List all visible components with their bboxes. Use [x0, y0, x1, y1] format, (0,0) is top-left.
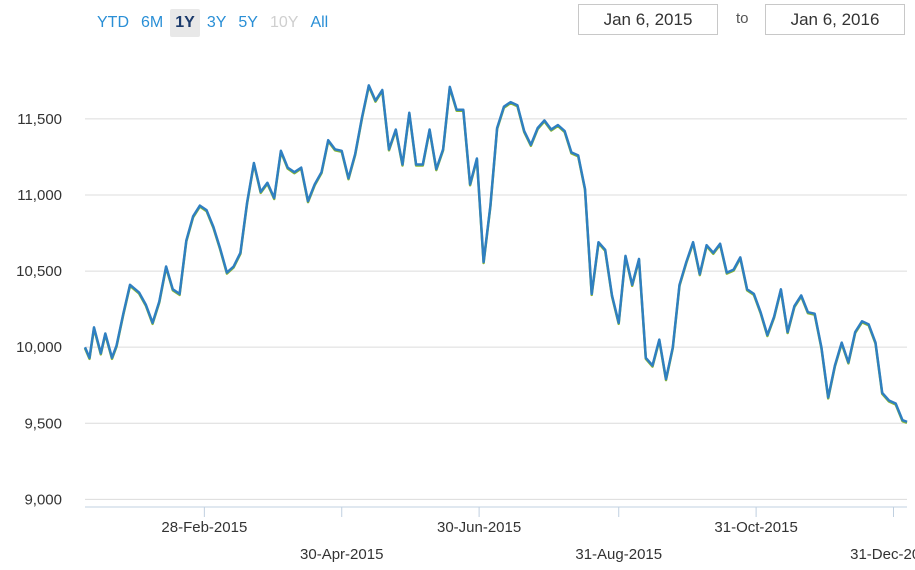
range-selector: YTD 6M 1Y 3Y 5Y 10Y All [92, 8, 335, 38]
y-tick-label: 9,000 [24, 491, 62, 508]
x-tick-label: 31-Oct-2015 [714, 519, 797, 536]
range-button-all[interactable]: All [310, 14, 329, 31]
range-button-1y[interactable]: 1Y [170, 9, 200, 37]
series-line [83, 84, 908, 423]
x-tick-label: 30-Jun-2015 [437, 519, 521, 536]
x-tick-label: 31-Aug-2015 [575, 546, 662, 563]
y-tick-label: 11,500 [17, 111, 62, 128]
y-tick-label: 10,500 [16, 263, 62, 280]
y-tick-label: 11,000 [17, 187, 62, 204]
range-button-10y: 10Y [269, 14, 299, 31]
y-tick-label: 9,500 [24, 415, 62, 432]
to-label: to [736, 10, 749, 27]
range-button-5y[interactable]: 5Y [238, 14, 258, 31]
x-tick-label: 28-Feb-2015 [161, 519, 247, 536]
x-tick-label: 31-Dec-2015 [850, 546, 915, 563]
date-to-input[interactable]: Jan 6, 2016 [765, 4, 905, 35]
x-tick-label: 30-Apr-2015 [300, 546, 383, 563]
range-button-3y[interactable]: 3Y [206, 14, 227, 31]
y-tick-label: 10,000 [16, 339, 62, 356]
range-button-6m[interactable]: 6M [141, 14, 164, 31]
range-button-ytd[interactable]: YTD [97, 14, 129, 31]
date-from-input[interactable]: Jan 6, 2015 [578, 4, 718, 35]
